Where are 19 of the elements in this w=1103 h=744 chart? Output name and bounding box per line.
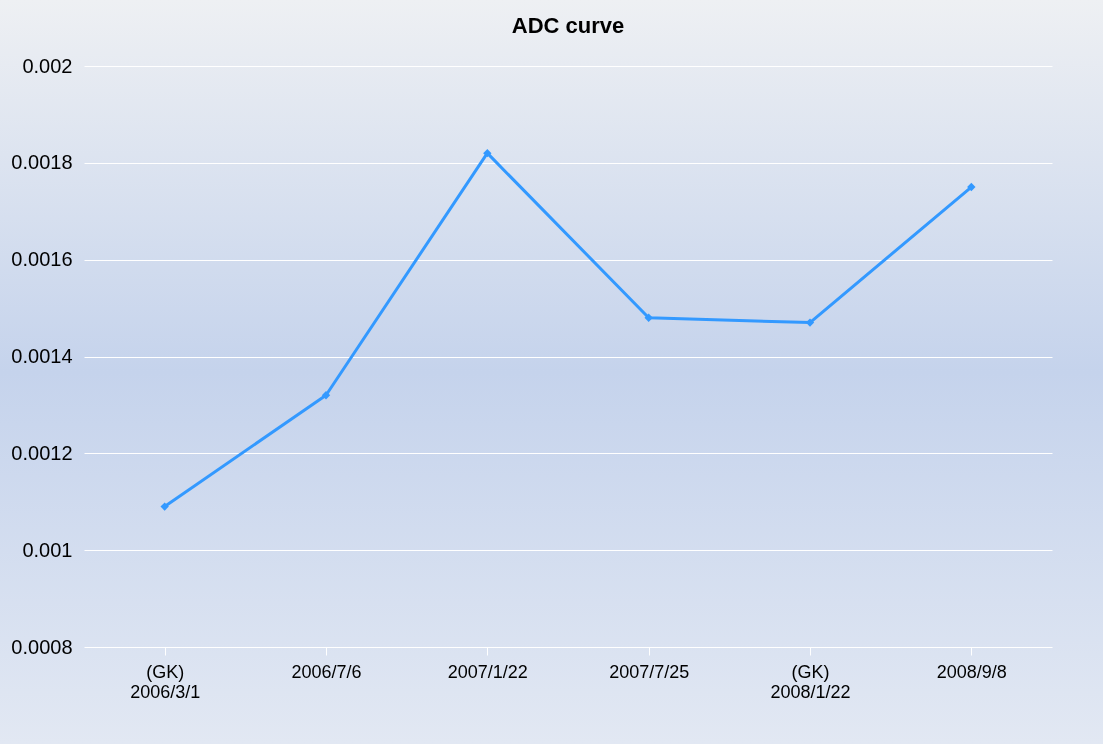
- y-tick-label: 0.002: [22, 54, 73, 77]
- y-tick-label: 0.0014: [11, 345, 73, 367]
- x-tick-label: 2006/7/6: [291, 661, 362, 682]
- point: [483, 148, 492, 158]
- x-tick-label: (GK) 2008/1/22: [770, 661, 851, 702]
- y-tick-label: 0.0012: [11, 441, 73, 464]
- chart-title: ADC curve: [511, 13, 625, 38]
- point: [321, 391, 331, 400]
- x-tick-label: 2007/7/25: [609, 661, 690, 682]
- x-tick-label: (GK) 2006/3/1: [130, 661, 201, 702]
- y-tick-label: 0.0008: [11, 635, 73, 658]
- point: [160, 502, 169, 511]
- x-tick-label: 2007/1/22: [447, 661, 528, 682]
- y-tick-label: 0.0016: [11, 248, 73, 271]
- y-tick-label: 0.001: [22, 538, 73, 561]
- point: [644, 313, 653, 322]
- y-tick-label: 0.0018: [11, 151, 73, 174]
- x-tick-label: 2008/9/8: [936, 661, 1007, 682]
- point: [967, 182, 976, 192]
